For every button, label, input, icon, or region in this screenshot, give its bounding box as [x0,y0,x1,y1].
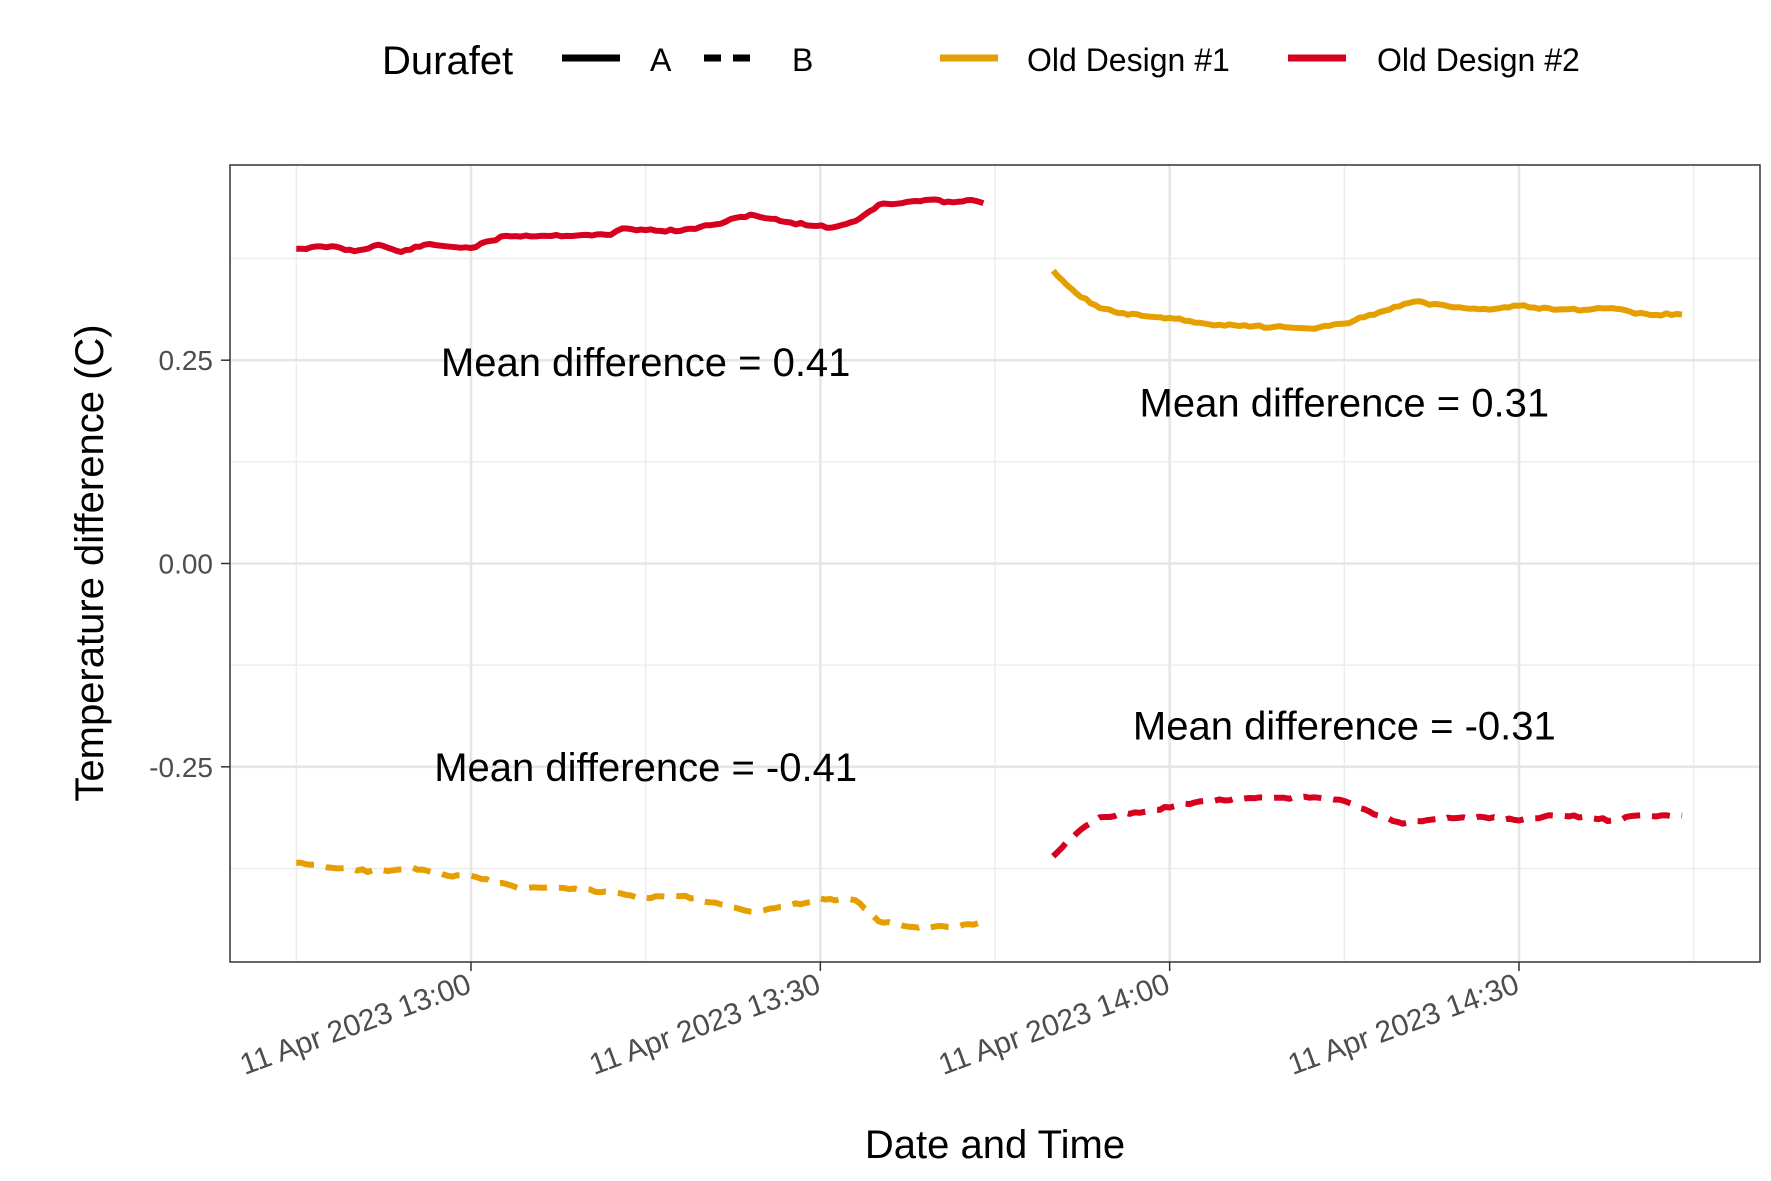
series-line-old-design-2-b [1051,793,1683,859]
grid-lines [230,165,1760,962]
annotations: Mean difference = 0.41 Mean difference = … [434,341,1556,790]
x-tick-label: 11 Apr 2023 14:00 [934,968,1174,1082]
series-lines [296,196,1683,931]
legend-label-old-design-2: Old Design #2 [1377,42,1580,78]
y-tick-label: -0.25 [149,752,213,783]
mean-difference-annotation: Mean difference = -0.41 [434,746,857,790]
x-axis-title: Date and Time [865,1123,1125,1167]
x-tick-label: 11 Apr 2023 13:00 [236,968,476,1082]
legend-linetype-title: Durafet [382,39,513,83]
y-tick-label: 0.00 [159,549,214,580]
mean-difference-annotation: Mean difference = 0.31 [1140,381,1550,425]
y-tick-label: 0.25 [159,345,214,376]
series-line-old-design-1-a [1050,268,1683,332]
legend-label-old-design-1: Old Design #1 [1027,42,1230,78]
legend: Durafet A B Old Design #1 Old Design #2 [382,39,1580,83]
series-line-old-design-2-a [296,196,985,255]
x-tick-label: 11 Apr 2023 14:30 [1284,968,1524,1082]
legend-label-a: A [650,42,672,78]
legend-label-b: B [792,42,813,78]
x-tick-label: 11 Apr 2023 13:30 [585,968,825,1082]
series-line-old-design-1-b [296,859,984,931]
y-axis-title: Temperature difference (C) [68,324,112,801]
mean-difference-annotation: Mean difference = 0.41 [441,341,851,385]
mean-difference-annotation: Mean difference = -0.31 [1133,704,1556,748]
